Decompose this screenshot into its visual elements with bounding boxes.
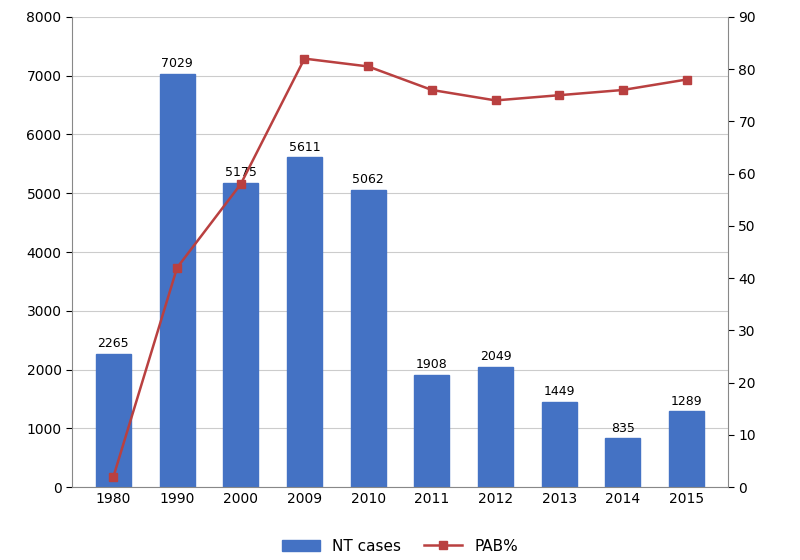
Bar [606,438,641,487]
Bar [478,367,513,487]
Text: 2265: 2265 [98,338,130,351]
Text: 835: 835 [611,422,635,435]
Text: 5062: 5062 [352,173,384,186]
Bar [287,157,322,487]
Bar [159,74,194,487]
Bar [542,402,577,487]
Text: 1289: 1289 [670,395,702,408]
Text: 1908: 1908 [416,358,448,371]
Text: 2049: 2049 [480,350,511,363]
Text: 1449: 1449 [543,385,575,399]
Bar [350,189,386,487]
Bar [669,412,704,487]
Bar [223,183,258,487]
Bar [414,375,450,487]
Text: 7029: 7029 [162,57,193,71]
Legend: NT cases, PAB%: NT cases, PAB% [276,533,524,559]
Text: 5175: 5175 [225,166,257,179]
Text: 5611: 5611 [289,141,320,154]
Bar [96,354,131,487]
